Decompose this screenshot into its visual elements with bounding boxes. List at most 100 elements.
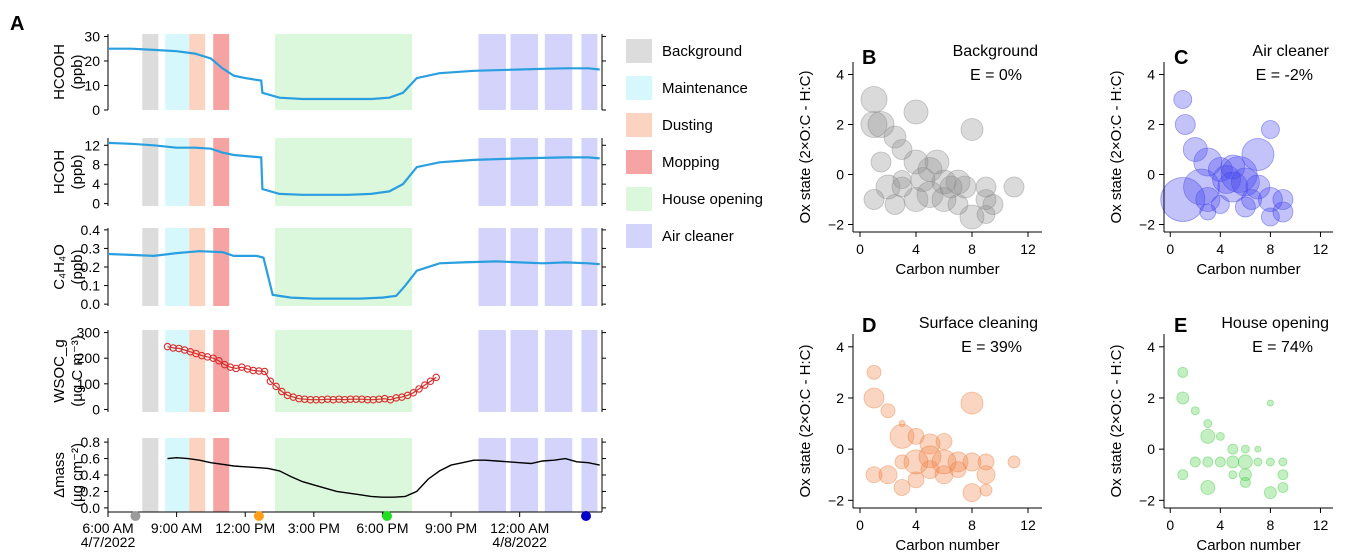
data-point xyxy=(894,454,910,470)
event-band-ac xyxy=(510,330,538,412)
y-axis-label: Ox state (2×O:C - H:C) xyxy=(797,71,814,224)
timeseries-panel-3: 0.0 0.1 0.2 0.3 0.4 C₄H₄O (ppb) xyxy=(51,222,606,312)
x-axis-label: Carbon number xyxy=(895,537,999,554)
data-point xyxy=(939,175,963,199)
event-band-mt xyxy=(165,330,190,412)
data-point xyxy=(1245,174,1271,200)
data-point xyxy=(977,453,995,471)
x-tick-label: 9:00 AM xyxy=(151,520,202,536)
data-point xyxy=(1174,114,1196,135)
panel-title: Surface cleaning xyxy=(919,315,1038,332)
data-point xyxy=(318,395,326,404)
legend-item-mo: Mopping xyxy=(626,150,720,174)
y-tick-label: 30 xyxy=(84,28,100,44)
data-point xyxy=(1007,455,1021,469)
series-line xyxy=(167,456,600,498)
event-band-ac xyxy=(510,138,538,206)
data-point xyxy=(1160,177,1206,222)
data-point xyxy=(919,433,941,455)
y-axis-unit: (ppb) xyxy=(69,154,86,189)
data-point xyxy=(863,189,885,210)
x-tick-label: 0 xyxy=(856,517,864,533)
data-point xyxy=(889,423,915,449)
event-band-ac xyxy=(544,330,573,412)
data-point xyxy=(976,205,996,224)
y-tick-label: 0 xyxy=(92,401,100,417)
data-point xyxy=(892,170,912,189)
event-band-ac xyxy=(581,438,598,512)
legend-label: House opening xyxy=(662,191,763,208)
y-tick-label: 4 xyxy=(1147,67,1155,83)
data-point xyxy=(1228,470,1238,480)
y-axis-unit: (ppb) xyxy=(69,54,86,89)
data-point xyxy=(306,395,315,404)
x-axis-label: Carbon number xyxy=(1196,537,1300,554)
y-axis-unit: (ppb) xyxy=(69,249,86,284)
event-band-ac xyxy=(544,138,573,206)
data-point xyxy=(1203,419,1213,428)
event-band-ac xyxy=(510,228,538,306)
data-point xyxy=(1237,454,1253,470)
data-point xyxy=(169,344,177,352)
x-tick-label: 9:00 PM xyxy=(425,520,477,536)
y-tick-label: 300 xyxy=(77,325,101,341)
y-tick-label: 8 xyxy=(92,157,100,173)
y-tick-label: 0 xyxy=(1147,167,1155,183)
efficiency-annotation: E = 0% xyxy=(970,67,1022,84)
event-band-ac xyxy=(581,330,598,412)
y-tick-label: 4 xyxy=(836,67,844,83)
event-band-ac xyxy=(478,138,506,206)
data-point xyxy=(1254,445,1262,453)
y-axis-label: Ox state (2×O:C - H:C) xyxy=(1108,345,1125,498)
y-tick-label: 4 xyxy=(1147,339,1155,355)
data-point xyxy=(1261,120,1280,139)
data-point xyxy=(432,373,440,382)
event-band-ac xyxy=(581,228,598,306)
data-point xyxy=(935,433,953,450)
event-band-ac xyxy=(478,228,506,306)
data-point xyxy=(1173,90,1193,109)
data-point xyxy=(975,176,997,198)
event-band-bg xyxy=(142,438,159,512)
x-tick-label: 4 xyxy=(912,517,920,533)
series-line xyxy=(108,47,600,101)
legend-item-bg: Background xyxy=(626,39,742,63)
y-axis-label: HCOH xyxy=(51,150,68,194)
data-point xyxy=(1278,457,1288,467)
y-tick-label: 100 xyxy=(77,376,101,392)
event-band-ac xyxy=(581,138,598,206)
event-band-mo xyxy=(213,34,230,110)
data-point xyxy=(255,367,263,375)
data-point xyxy=(1227,443,1239,455)
event-band-ho xyxy=(274,228,413,306)
x-axis-label: Carbon number xyxy=(1196,261,1300,278)
x-tick-label: 4 xyxy=(1216,517,1224,533)
data-point xyxy=(369,395,378,404)
data-point xyxy=(878,465,898,485)
event-band-mo xyxy=(213,138,230,206)
data-point xyxy=(903,449,929,475)
x-tick-date: 4/8/2022 xyxy=(492,534,547,550)
x-tick-label: 6:00 AM xyxy=(82,520,133,536)
time-axis: 6:00 AM4/7/2022 9:00 AM 12:00 PM 3:00 PM 6:0… xyxy=(81,511,591,550)
panel-letter: B xyxy=(862,47,876,69)
data-point xyxy=(949,461,967,479)
legend-swatch xyxy=(626,187,652,211)
data-point xyxy=(335,395,343,403)
event-band-ac xyxy=(478,438,506,512)
data-point xyxy=(884,194,906,215)
y-tick-label: 10 xyxy=(84,77,100,93)
data-point xyxy=(920,460,940,480)
data-point xyxy=(1258,187,1283,212)
data-point xyxy=(883,125,907,149)
time-marker-dot xyxy=(130,511,141,521)
data-point xyxy=(1003,176,1025,198)
data-point xyxy=(392,394,400,402)
panel-title: Background xyxy=(953,43,1038,60)
data-point xyxy=(426,377,435,385)
legend-item-ac: Air cleaner xyxy=(626,224,734,248)
data-point xyxy=(924,149,950,175)
y-tick-label: 4 xyxy=(92,176,100,192)
y-tick-label: 0 xyxy=(92,196,100,212)
y-tick-label: −2 xyxy=(1139,217,1155,233)
